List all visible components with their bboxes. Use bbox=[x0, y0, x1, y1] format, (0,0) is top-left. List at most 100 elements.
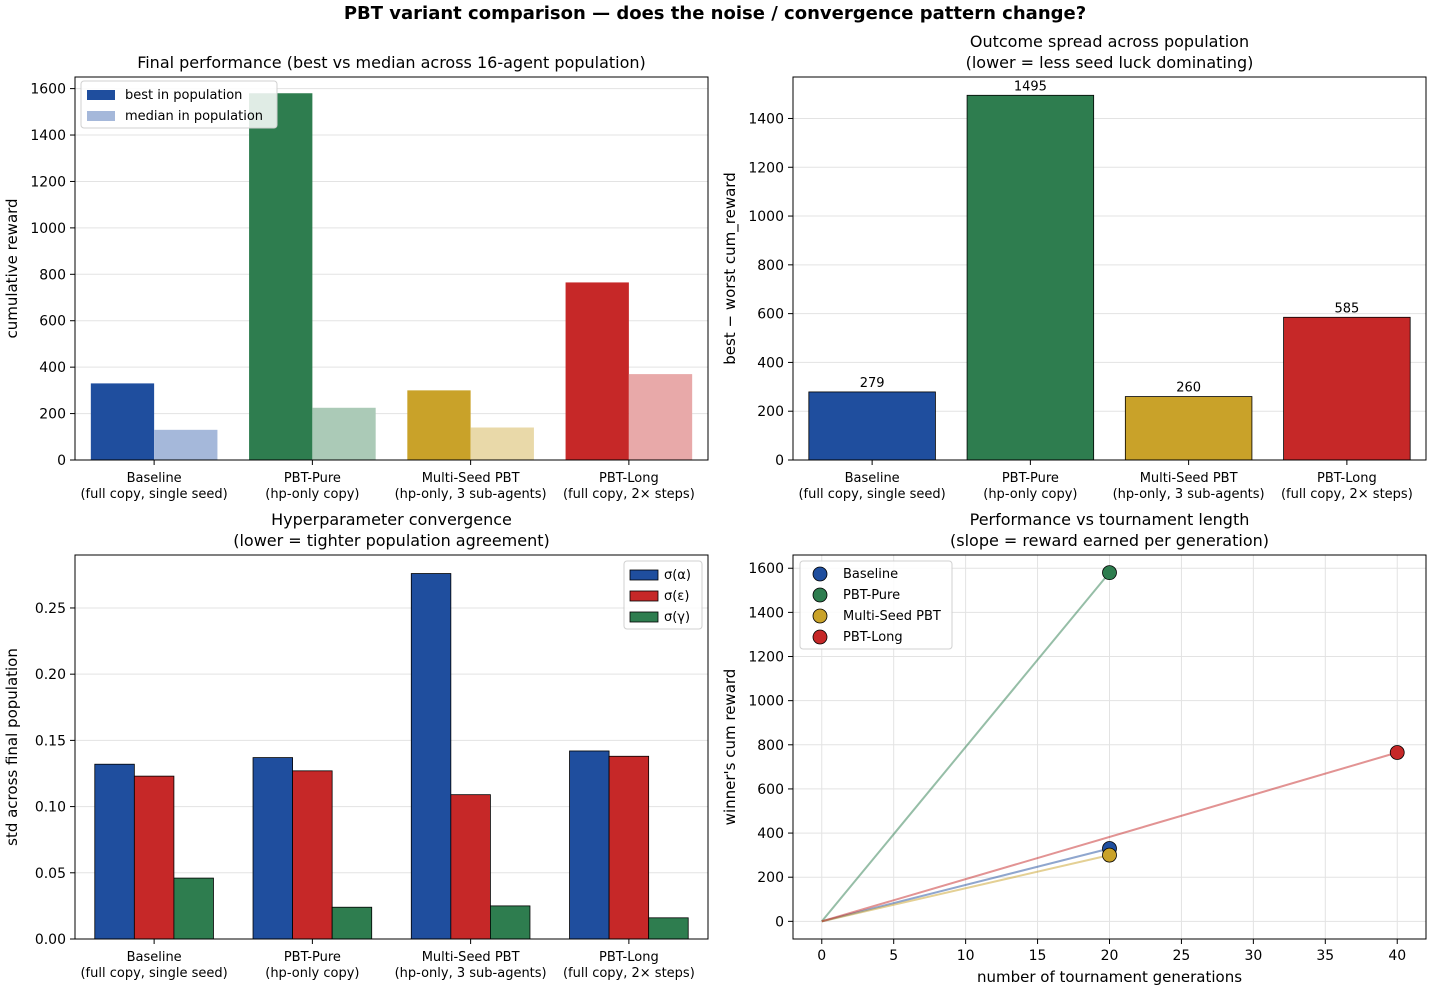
chart-4-xtick-label: 0 bbox=[817, 948, 826, 964]
chart-3-subtitle: (lower = tighter population agreement) bbox=[233, 531, 550, 550]
chart-4-legend-marker bbox=[812, 608, 828, 624]
chart-4-point bbox=[1102, 847, 1117, 863]
chart-3-ytick-label: 0.20 bbox=[35, 667, 66, 683]
chart-4-trend-line bbox=[821, 847, 1110, 923]
chart-2-ylabel: best − worst cum_reward bbox=[721, 172, 740, 364]
chart-3-ytick-label: 0.00 bbox=[35, 932, 66, 948]
chart-3-bar-gamma bbox=[490, 905, 531, 940]
chart-4-subtitle: (slope = reward earned per generation) bbox=[950, 531, 1269, 550]
chart-3-ytick-label: 0.05 bbox=[35, 866, 66, 882]
chart-4-legend-marker bbox=[812, 566, 828, 582]
chart-1-ytick-label: 1400 bbox=[30, 128, 66, 144]
chart-2-xtick-label: (full copy, single seed) bbox=[798, 487, 945, 502]
chart-4-ylabel: winner's cum reward bbox=[721, 669, 739, 826]
chart-2-ytick-label: 200 bbox=[757, 404, 784, 420]
chart-4-ytick-label: 0 bbox=[775, 914, 784, 930]
chart-3-legend-swatch bbox=[629, 590, 659, 602]
chart-1-legend-label: median in population bbox=[125, 109, 263, 124]
chart-3-xtick-label: (full copy, single seed) bbox=[80, 966, 227, 981]
chart-4-legend-label: PBT-Pure bbox=[843, 588, 900, 603]
chart-2-subtitle: (lower = less seed luck dominating) bbox=[966, 53, 1254, 72]
chart-1-legend-swatch-median bbox=[87, 111, 115, 121]
chart-3-ylabel: std across final population bbox=[3, 648, 21, 846]
chart-3-bar-gamma bbox=[331, 906, 373, 940]
chart-4-xtick-label: 10 bbox=[957, 948, 975, 964]
chart-1-ytick-label: 1600 bbox=[30, 82, 66, 98]
chart-1-ytick-label: 1200 bbox=[30, 174, 66, 190]
chart-2-ytick-label: 600 bbox=[757, 307, 784, 323]
figure-title: PBT variant comparison — does the noise … bbox=[343, 3, 1087, 24]
chart-1-xtick-label: Multi-Seed PBT bbox=[422, 471, 520, 486]
chart-3-legend-swatch bbox=[629, 569, 659, 581]
chart-1-ylabel: cumulative reward bbox=[3, 198, 21, 338]
chart-3-xtick-label: PBT-Long bbox=[599, 950, 659, 965]
chart-2-ytick-label: 400 bbox=[757, 355, 784, 371]
chart-3-bar-gamma bbox=[173, 877, 214, 940]
chart-3-xtick-label: Baseline bbox=[127, 950, 182, 965]
chart-3-xtick-label: (hp-only copy) bbox=[265, 966, 359, 981]
chart-3-legend-label: σ(α) bbox=[664, 568, 691, 583]
chart-3-ytick-label: 0.15 bbox=[35, 733, 66, 749]
chart-2-data-label: 1495 bbox=[1014, 79, 1047, 94]
chart-3-ytick-label: 0.25 bbox=[35, 601, 66, 617]
chart-1-bar-median bbox=[154, 429, 218, 460]
chart-3-xtick-label: Multi-Seed PBT bbox=[422, 950, 520, 965]
chart-3-bar-epsilon bbox=[292, 770, 333, 940]
chart-1-ytick-label: 400 bbox=[39, 360, 66, 376]
chart-4-ytick-label: 1000 bbox=[748, 694, 784, 710]
chart-4-point bbox=[1389, 745, 1405, 760]
chart-4-ytick-label: 1600 bbox=[748, 561, 784, 577]
chart-4-ytick-label: 600 bbox=[757, 782, 784, 798]
chart-4-xtick-label: 20 bbox=[1101, 948, 1119, 964]
chart-2-xtick-label: (hp-only, 3 sub-agents) bbox=[1113, 487, 1265, 502]
chart-4-xtick-label: 5 bbox=[889, 948, 898, 964]
chart-1-xtick-label: (hp-only, 3 sub-agents) bbox=[395, 487, 547, 502]
chart-4-ytick-label: 1200 bbox=[748, 650, 784, 666]
chart-1-title: Final performance (best vs median across… bbox=[137, 53, 646, 72]
chart-3-bar-alpha bbox=[569, 750, 610, 940]
chart-4-trend-line bbox=[821, 854, 1110, 923]
chart-1-ytick-label: 0 bbox=[57, 453, 66, 469]
chart-1-xtick-label: (hp-only copy) bbox=[265, 487, 359, 502]
chart-1-xtick-label: (full copy, single seed) bbox=[80, 487, 227, 502]
chart-2-xtick-label: (hp-only copy) bbox=[983, 487, 1077, 502]
chart-3-xtick-label: PBT-Pure bbox=[284, 950, 341, 965]
chart-3-bar-alpha bbox=[94, 763, 135, 940]
chart-1-bar-best bbox=[407, 390, 471, 460]
chart-2-xtick-label: PBT-Pure bbox=[1002, 471, 1059, 486]
chart-3-bar-epsilon bbox=[608, 755, 650, 940]
chart-1-xtick-label: Baseline bbox=[127, 471, 182, 486]
chart-3-legend-label: σ(ε) bbox=[664, 589, 689, 604]
chart-4-xtick-label: 35 bbox=[1316, 948, 1334, 964]
chart-2-data-label: 279 bbox=[860, 376, 885, 391]
chart-1-ytick-label: 800 bbox=[39, 267, 66, 283]
chart-1-legend bbox=[80, 80, 278, 129]
chart-2-bar bbox=[1124, 396, 1253, 461]
chart-1-legend-swatch-best bbox=[87, 90, 115, 100]
chart-4-ytick-label: 400 bbox=[757, 826, 784, 842]
chart-2-bar bbox=[1283, 316, 1411, 461]
chart-4-xlabel: number of tournament generations bbox=[977, 968, 1242, 986]
chart-1-ytick-label: 1000 bbox=[30, 221, 66, 237]
chart-2-ytick-label: 800 bbox=[757, 258, 784, 274]
chart-4-xtick-label: 25 bbox=[1173, 948, 1191, 964]
chart-2-xtick-label: PBT-Long bbox=[1317, 471, 1377, 486]
chart-4-legend bbox=[799, 560, 953, 650]
chart-2-xtick-label: (full copy, 2× steps) bbox=[1281, 487, 1413, 502]
chart-4-legend-label: Baseline bbox=[843, 567, 898, 582]
chart-1-bar-best bbox=[565, 282, 629, 460]
chart-2-data-label: 585 bbox=[1334, 301, 1359, 316]
chart-1-ytick-label: 200 bbox=[39, 407, 66, 423]
chart-2-ytick-label: 1200 bbox=[748, 160, 784, 176]
chart-2-bar bbox=[966, 94, 1095, 461]
chart-1-xtick-label: PBT-Pure bbox=[284, 471, 341, 486]
chart-4-xtick-label: 30 bbox=[1244, 948, 1262, 964]
chart-1-bar-median bbox=[628, 374, 693, 460]
chart-2-data-label: 260 bbox=[1176, 381, 1201, 396]
chart-4-xtick-label: 15 bbox=[1029, 948, 1047, 964]
chart-4-trend-line bbox=[821, 572, 1111, 922]
chart-3-ytick-label: 0.10 bbox=[35, 800, 66, 816]
chart-1-bar-best bbox=[90, 383, 155, 460]
chart-3-xtick-label: (full copy, 2× steps) bbox=[563, 966, 695, 981]
